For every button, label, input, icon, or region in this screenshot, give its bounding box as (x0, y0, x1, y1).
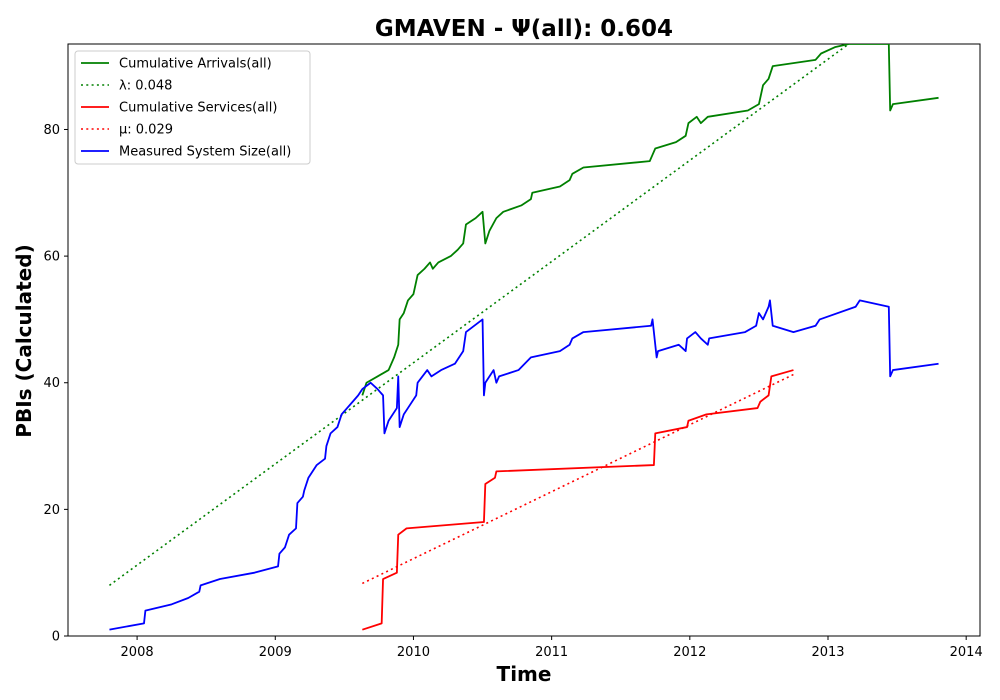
legend-label: Cumulative Arrivals(all) (119, 57, 272, 72)
y-axis: 0 20 40 60 80 (43, 123, 68, 645)
x-axis: 2008 2009 2010 2011 2012 2013 2014 (121, 636, 983, 660)
legend-label: μ: 0.029 (119, 123, 173, 138)
legend-label: Measured System Size(all) (119, 145, 291, 160)
x-tick-label: 2012 (673, 645, 706, 660)
y-tick-label: 40 (43, 376, 60, 391)
y-tick-label: 0 (52, 630, 60, 645)
legend-label: Cumulative Services(all) (119, 101, 277, 116)
x-tick-label: 2014 (950, 645, 983, 660)
legend: Cumulative Arrivals(all) λ: 0.048 Cumulati… (75, 51, 310, 164)
chart-title: GMAVEN - Ψ(all): 0.604 (375, 16, 673, 42)
x-tick-label: 2008 (121, 645, 154, 660)
x-tick-label: 2013 (811, 645, 844, 660)
x-axis-label: Time (497, 662, 552, 686)
legend-label: λ: 0.048 (119, 79, 172, 94)
y-axis-label: PBIs (Calculated) (12, 244, 36, 437)
x-tick-label: 2009 (259, 645, 292, 660)
x-tick-label: 2011 (535, 645, 568, 660)
y-tick-label: 60 (43, 250, 60, 265)
x-tick-label: 2010 (397, 645, 430, 660)
y-tick-label: 20 (43, 503, 60, 518)
y-tick-label: 80 (43, 123, 60, 138)
